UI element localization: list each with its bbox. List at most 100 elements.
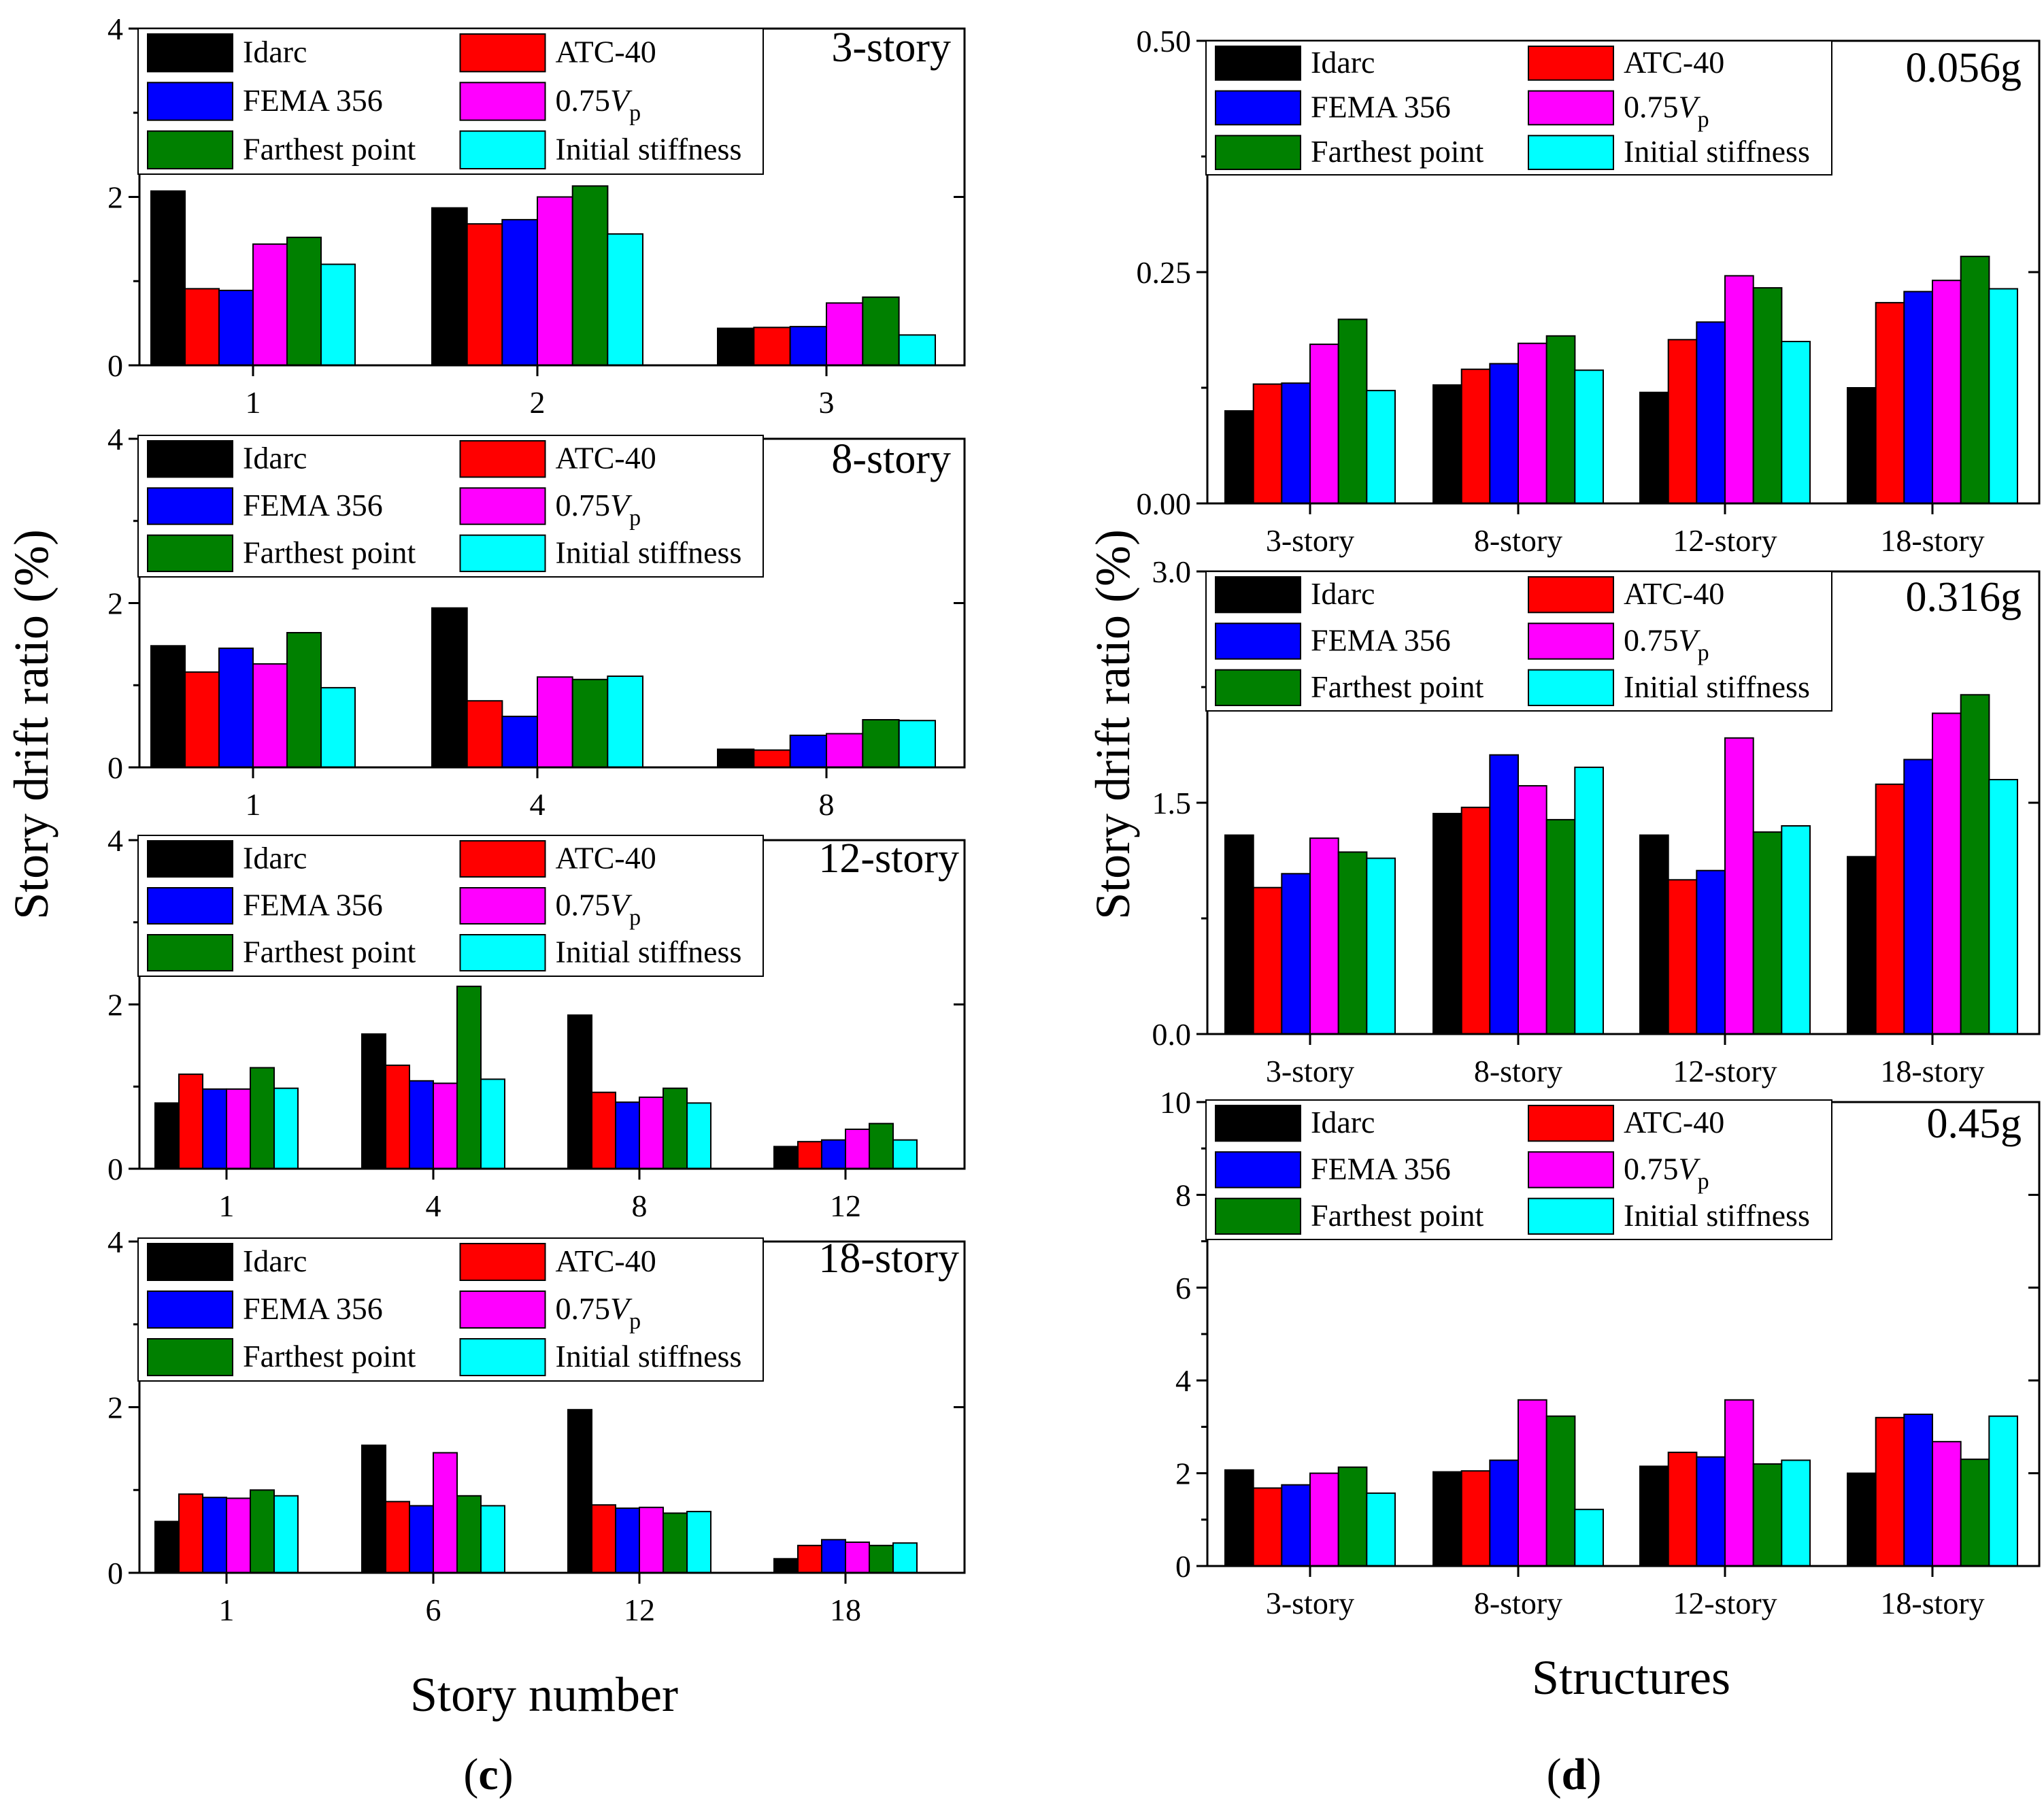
x-tick-label: 1: [246, 385, 261, 420]
chart-title: 0.45g: [1927, 1101, 2022, 1147]
legend-swatch: [147, 887, 233, 925]
bar-0.056g-initial-stiffness-12-story: [1781, 341, 1811, 504]
legend-label: Initial stiffness: [1624, 1198, 1810, 1233]
legend-label: ATC-40: [556, 441, 656, 476]
x-tick-label: 3-story: [1266, 1054, 1354, 1088]
bar-18-story-farthest-point-18: [869, 1544, 894, 1574]
bar-18-story-atc-40-6: [385, 1501, 410, 1574]
legend-swatch: [1215, 46, 1301, 81]
legend-label: 0.75Vp: [556, 488, 641, 531]
bar-0.45g-fema-356-18-story: [1903, 1414, 1934, 1567]
bar-0.316g-0-75vp-8-story: [1518, 785, 1547, 1035]
bar-0.316g-fema-356-12-story: [1696, 869, 1726, 1035]
bar-18-story-idarc-6: [361, 1444, 386, 1573]
bar-18-story-idarc-12: [567, 1409, 592, 1573]
bar-8-story-atc-40-4: [466, 700, 503, 768]
bar-3-story-atc-40-1: [184, 288, 220, 366]
legend-swatch: [1215, 1197, 1301, 1235]
legend-label: 0.75Vp: [1624, 90, 1709, 133]
bar-12-story-initial-stiffness-1: [273, 1087, 299, 1169]
bar-18-story-initial-stiffness-12: [686, 1510, 711, 1573]
bar-18-story-0-75vp-12: [639, 1506, 664, 1574]
bar-0.316g-farthest-point-18-story: [1960, 694, 1990, 1035]
chart-title: 3-story: [831, 24, 951, 71]
legend-swatch: [459, 534, 546, 573]
bar-0.45g-idarc-8-story: [1433, 1471, 1462, 1567]
legend-label: Initial stiffness: [556, 131, 742, 166]
bar-0.056g-farthest-point-12-story: [1752, 287, 1783, 504]
bar-3-story-0-75vp-3: [826, 302, 864, 366]
legend-box: [137, 835, 764, 977]
bar-0.45g-farthest-point-12-story: [1752, 1463, 1783, 1567]
bar-8-story-fema-356-4: [501, 716, 538, 768]
bar-0.45g-fema-356-12-story: [1696, 1456, 1726, 1567]
bar-0.45g-initial-stiffness-12-story: [1781, 1459, 1811, 1567]
bar-0.316g-initial-stiffness-8-story: [1574, 766, 1605, 1035]
bar-0.056g-atc-40-8-story: [1460, 368, 1491, 504]
x-tick-label: 6: [426, 1593, 441, 1627]
x-tick-label: 4: [530, 787, 546, 822]
bar-12-story-farthest-point-12: [869, 1122, 894, 1169]
y-tick-label: 4: [107, 823, 123, 858]
bar-12-story-farthest-point-1: [250, 1067, 275, 1169]
bar-0.45g-atc-40-18-story: [1875, 1416, 1905, 1567]
bar-0.316g-idarc-12-story: [1639, 834, 1669, 1035]
bar-12-story-fema-356-12: [821, 1139, 846, 1169]
legend-label: Idarc: [243, 35, 307, 69]
x-tick-label: 8-story: [1474, 523, 1562, 558]
y-tick-label: 1.5: [1152, 786, 1192, 820]
bar-3-story-fema-356-2: [501, 218, 538, 366]
legend-label: ATC-40: [1624, 45, 1724, 80]
bar-3-story-0-75vp-2: [537, 196, 573, 366]
y-tick-label: 3.0: [1152, 554, 1192, 589]
y-tick-label: 6: [1175, 1271, 1191, 1305]
bar-0.45g-initial-stiffness-8-story: [1574, 1508, 1605, 1567]
legend-label: Initial stiffness: [1624, 134, 1810, 169]
chart-c-3-story: 0 2 4 1 2 3 Idarc ATC-40 FEMA 356 0.75Vp Farthest …: [107, 12, 966, 420]
bar-12-story-farthest-point-8: [663, 1087, 688, 1169]
legend-swatch: [147, 82, 233, 121]
bar-0.45g-initial-stiffness-18-story: [1988, 1415, 2019, 1567]
bar-0.056g-fema-356-3-story: [1281, 382, 1311, 505]
y-tick-label: 0: [1175, 1549, 1191, 1584]
bar-0.45g-idarc-18-story: [1847, 1472, 1877, 1567]
bar-0.45g-idarc-12-story: [1639, 1465, 1669, 1567]
legend-swatch: [459, 82, 546, 121]
bar-0.316g-initial-stiffness-18-story: [1988, 779, 2019, 1035]
bar-0.056g-idarc-3-story: [1224, 410, 1254, 504]
bar-8-story-idarc-8: [717, 748, 755, 769]
bar-12-story-atc-40-1: [178, 1073, 203, 1169]
legend-label: FEMA 356: [243, 83, 383, 118]
bar-0.056g-farthest-point-8-story: [1545, 335, 1576, 504]
x-axis-label-c: Story number: [410, 1667, 678, 1722]
bar-8-story-idarc-4: [431, 607, 468, 769]
legend-swatch: [147, 440, 233, 478]
bar-0.316g-atc-40-3-story: [1252, 886, 1283, 1035]
bar-0.45g-0-75vp-8-story: [1518, 1399, 1547, 1567]
legend: Idarc ATC-40 FEMA 356 0.75Vp Farthest point I…: [137, 1237, 764, 1382]
legend-box: [1205, 40, 1832, 176]
bar-0.056g-0-75vp-3-story: [1309, 344, 1339, 504]
x-tick-label: 18-story: [1880, 523, 1984, 558]
bar-0.316g-fema-356-8-story: [1489, 754, 1520, 1035]
bar-12-story-0-75vp-8: [639, 1096, 664, 1170]
x-tick-label: 8: [632, 1188, 648, 1223]
legend-swatch: [1528, 1151, 1614, 1188]
y-tick-label: 10: [1160, 1085, 1191, 1120]
chart-d-0.316g: 0.0 1.5 3.0 3-story 8-story 12-story 18-story I…: [1152, 554, 2041, 1088]
x-tick-label: 12-story: [1673, 1054, 1777, 1088]
bar-12-story-fema-356-1: [202, 1088, 227, 1170]
bar-8-story-initial-stiffness-4: [607, 676, 643, 768]
legend-swatch: [1528, 669, 1614, 707]
bar-3-story-initial-stiffness-1: [320, 263, 356, 366]
bar-0.056g-atc-40-3-story: [1252, 383, 1283, 504]
bar-0.316g-idarc-18-story: [1847, 856, 1877, 1035]
bar-3-story-idarc-1: [150, 190, 186, 366]
bar-0.45g-farthest-point-3-story: [1337, 1466, 1368, 1567]
bar-0.316g-initial-stiffness-12-story: [1781, 825, 1811, 1035]
legend-swatch: [459, 934, 546, 971]
bar-18-story-0-75vp-1: [226, 1497, 251, 1573]
x-tick-label: 3-story: [1266, 1586, 1354, 1620]
legend: Idarc ATC-40 FEMA 356 0.75Vp Farthest point I…: [137, 28, 764, 175]
legend-box: [137, 435, 764, 578]
